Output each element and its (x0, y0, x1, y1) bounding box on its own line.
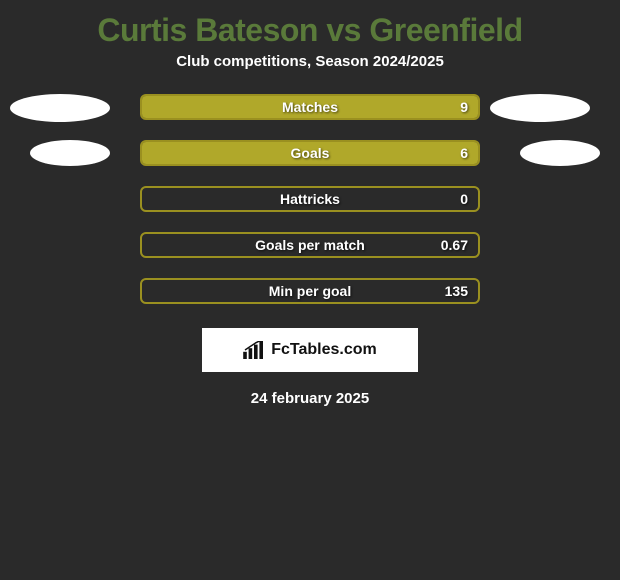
stats-container: Matches 9 Goals 6 Hattricks 0 Goals per match 0… (0, 90, 620, 320)
date-line: 24 february 2025 (0, 372, 620, 407)
player-photo-right (520, 140, 600, 166)
stat-value: 0 (460, 191, 468, 207)
stat-row: Min per goal 135 (0, 274, 620, 320)
stat-label: Goals per match (255, 237, 365, 253)
stat-value: 135 (445, 283, 468, 299)
logo-chart-icon (243, 341, 265, 359)
stat-label: Hattricks (280, 191, 340, 207)
stat-row: Goals 6 (0, 136, 620, 182)
stat-bar: Goals 6 (140, 140, 480, 166)
page-title: Curtis Bateson vs Greenfield (0, 0, 620, 53)
stat-bar: Matches 9 (140, 94, 480, 120)
player-photo-left (30, 140, 110, 166)
stat-row: Hattricks 0 (0, 182, 620, 228)
stat-bar: Goals per match 0.67 (140, 232, 480, 258)
stat-value: 6 (460, 145, 468, 161)
subtitle: Club competitions, Season 2024/2025 (0, 53, 620, 90)
stat-value: 0.67 (441, 237, 468, 253)
stat-bar: Min per goal 135 (140, 278, 480, 304)
stat-bar: Hattricks 0 (140, 186, 480, 212)
stat-label: Matches (282, 99, 338, 115)
logo-box: FcTables.com (202, 328, 418, 372)
player-photo-left (10, 94, 110, 122)
logo-text: FcTables.com (271, 341, 377, 359)
stat-row: Goals per match 0.67 (0, 228, 620, 274)
stat-value: 9 (460, 99, 468, 115)
player-photo-right (490, 94, 590, 122)
stat-label: Min per goal (269, 283, 351, 299)
stat-row: Matches 9 (0, 90, 620, 136)
stat-label: Goals (291, 145, 330, 161)
